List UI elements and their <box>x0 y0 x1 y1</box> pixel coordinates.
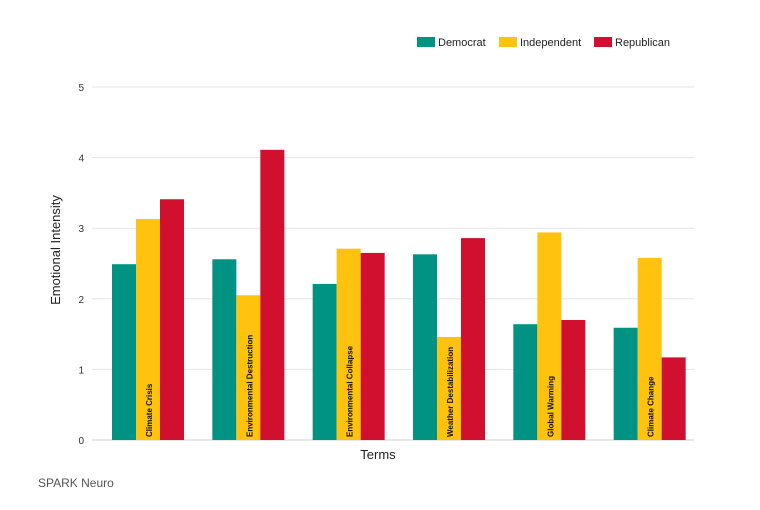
bar-republican-6 <box>661 357 686 440</box>
bar-democrat-3 <box>312 283 337 440</box>
legend-swatch-republican <box>594 37 612 47</box>
bar-independent-6 <box>637 257 662 440</box>
bar-democrat-1 <box>112 264 136 440</box>
bar-democrat-6 <box>613 327 638 440</box>
bar-independent-4 <box>437 336 461 440</box>
bars <box>112 149 686 441</box>
bar-democrat-5 <box>513 324 538 440</box>
y-tick-label: 3 <box>78 224 84 235</box>
bar-independent-1 <box>136 219 160 440</box>
legend: Democrat Independent Republican <box>417 37 670 49</box>
category-label: Climate Change <box>647 376 656 437</box>
x-axis-label: Terms <box>360 447 396 462</box>
gridlines <box>92 86 694 441</box>
bar-independent-3 <box>336 248 361 440</box>
y-tick-label: 5 <box>78 83 84 94</box>
legend-label-democrat: Democrat <box>438 37 486 49</box>
y-tick-label: 2 <box>78 295 84 306</box>
source-credit: SPARK Neuro <box>38 476 114 490</box>
category-labels: Climate Crisis Environmental Destruction E… <box>145 335 656 437</box>
bar-democrat-2 <box>212 259 237 440</box>
category-label: Global Warming <box>546 376 555 437</box>
bar-independent-2 <box>236 295 261 440</box>
bar-independent-5 <box>537 232 562 440</box>
category-label: Climate Crisis <box>145 383 154 437</box>
y-tick-labels: 0 1 2 3 4 5 <box>78 83 84 447</box>
bar-republican-1 <box>160 199 184 440</box>
bar-republican-3 <box>360 252 385 440</box>
legend-label-republican: Republican <box>615 37 670 49</box>
bar-republican-5 <box>561 319 586 440</box>
y-tick-label: 1 <box>78 365 84 376</box>
y-axis-label: Emotional Intensity <box>48 195 63 305</box>
y-tick-label: 4 <box>78 154 84 165</box>
legend-swatch-democrat <box>417 37 435 47</box>
bar-democrat-4 <box>413 254 437 440</box>
legend-label-independent: Independent <box>520 37 581 49</box>
category-label: Environmental Destruction <box>245 335 254 437</box>
legend-swatch-independent <box>499 37 517 47</box>
bar-republican-4 <box>461 238 485 440</box>
category-label: Environmental Collapse <box>346 345 355 437</box>
y-tick-label: 0 <box>78 436 84 447</box>
category-label: Weather Destabilization <box>446 347 455 437</box>
bar-chart: 0 1 2 3 4 5 Climate Crisis Environmental Destr… <box>48 37 694 462</box>
bar-republican-2 <box>260 149 285 441</box>
